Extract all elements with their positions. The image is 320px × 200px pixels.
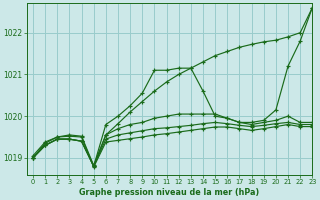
X-axis label: Graphe pression niveau de la mer (hPa): Graphe pression niveau de la mer (hPa) bbox=[79, 188, 260, 197]
